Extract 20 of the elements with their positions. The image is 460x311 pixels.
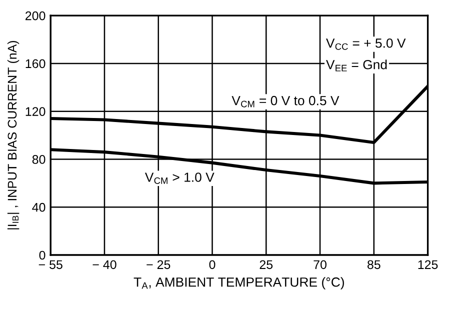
y-tick-label: 80 — [32, 155, 46, 164]
x-tick-label: − 40 — [92, 260, 116, 270]
x-tick-label: 85 — [368, 260, 380, 270]
x-tick-label: 125 — [418, 260, 438, 270]
annotation: V$_{EE}$ = Gnd — [326, 60, 387, 72]
x-tick-label: − 25 — [146, 260, 170, 270]
y-tick-label: 200 — [26, 11, 46, 20]
annotation: V$_{CM}$ = 0 V to 0.5 V — [232, 96, 340, 108]
y-axis-title: |I$_{IB}$| , INPUT BIAS CURRENT (nA) — [7, 40, 20, 230]
x-tick-label: 70 — [314, 260, 326, 270]
x-tick-label: 25 — [260, 260, 273, 270]
x-tick-label: − 55 — [38, 260, 62, 270]
y-tick-label: 0 — [39, 250, 46, 260]
annotation: V$_{CC}$ = + 5.0 V — [326, 38, 406, 50]
y-tick-label: 120 — [26, 107, 46, 116]
y-tick-label: 40 — [32, 202, 46, 212]
annotation: V$_{CM}$ > 1.0 V — [144, 172, 214, 184]
y-tick-label: 160 — [26, 59, 46, 68]
x-axis-title: T$_{A}$, AMBIENT TEMPERATURE (°C) — [134, 277, 344, 290]
x-tick-label: 0 — [209, 260, 216, 270]
